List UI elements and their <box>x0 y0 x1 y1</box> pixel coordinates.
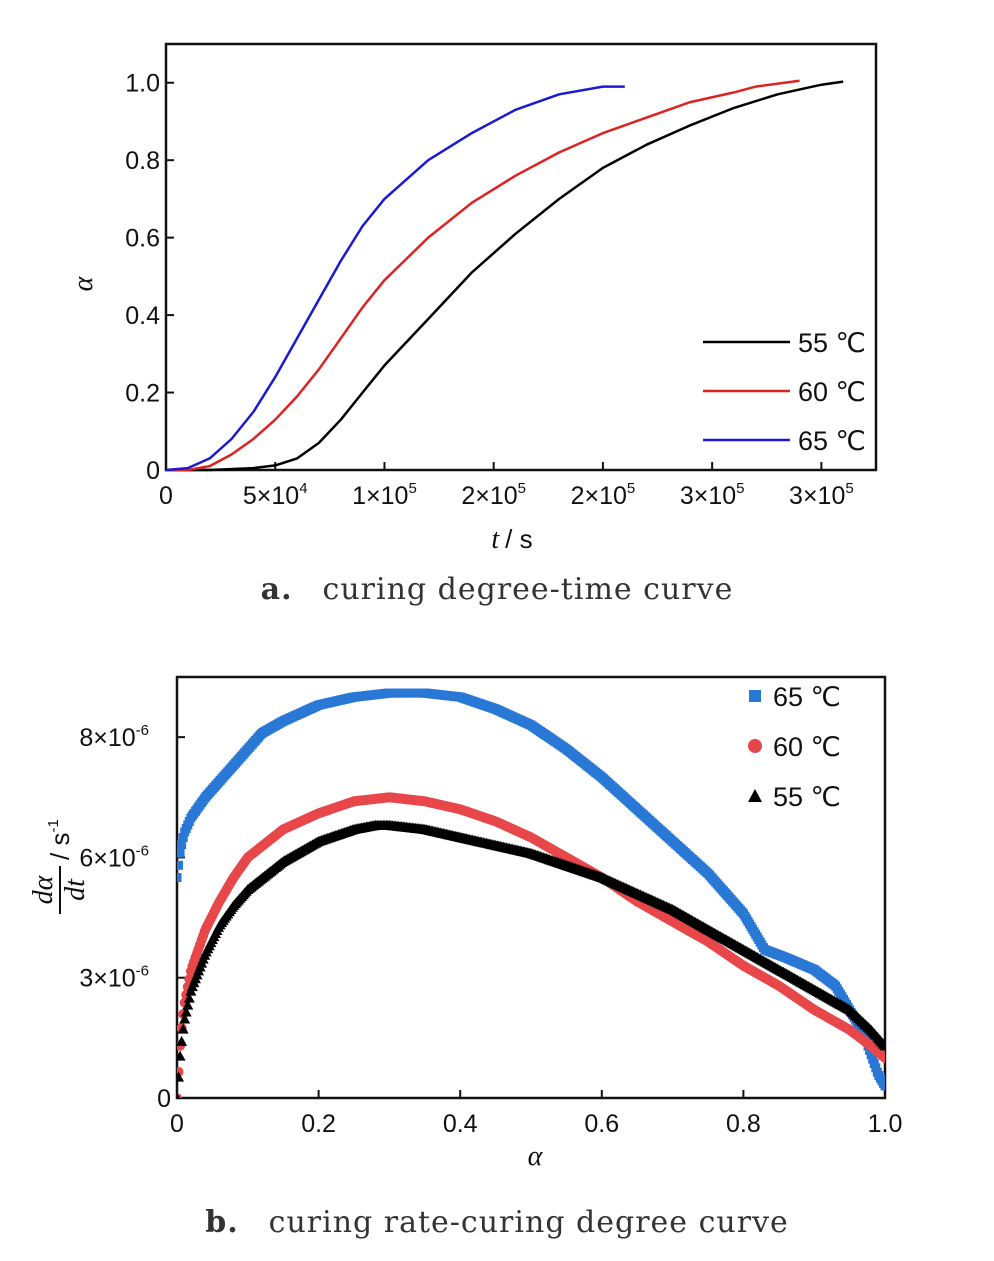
chart-b-legend-marker-2 <box>748 789 762 802</box>
chart-a-x-tick-label-0: 0 <box>159 482 173 510</box>
chart-a-y-tick-label-4: 0.8 <box>125 147 160 175</box>
chart-a: 0 5×104 1×105 2×105 2×105 3×105 3×105 0 0.2 0.4 0.… <box>0 0 994 560</box>
chart-a-series-line-0 <box>166 80 844 472</box>
chart-b-point-0-3 <box>177 840 187 850</box>
chart-a-svg: 0 5×104 1×105 2×105 2×105 3×105 3×105 0 0.2 0.4 0.… <box>68 42 878 555</box>
chart-b-point-2-460 <box>879 1040 885 1051</box>
chart-b-legend-label-2: 55 ℃ <box>773 782 841 812</box>
chart-b-point-2-2 <box>177 1050 186 1061</box>
chart-b-y-label-denominator: dt <box>60 878 91 901</box>
chart-b-x-tick-label-4: 0.8 <box>726 1110 761 1138</box>
chart-b-y-label-unit: / s-1 <box>45 819 75 860</box>
chart-b-y-tick-label-0: 0 <box>157 1085 171 1113</box>
chart-a-y-tick-label-3: 0.6 <box>125 225 160 253</box>
chart-a-y-tick-label-2: 0.4 <box>125 302 160 330</box>
chart-b-svg: 0 0.2 0.4 0.6 0.8 1.0 0 3×10-6 6×10-6 8×10-6 65 ℃ 6… <box>28 675 903 1172</box>
chart-b-series-2 <box>177 819 885 1098</box>
chart-b-point-1-460 <box>880 1052 885 1063</box>
chart-b-point-2-0 <box>177 1092 181 1098</box>
caption-b: b. curing rate-curing degree curve <box>0 1205 994 1240</box>
chart-b-y-tick-label-1: 3×10-6 <box>79 963 149 993</box>
chart-a-legend-label-0: 55 ℃ <box>798 328 866 358</box>
chart-a-x-tick-label-5: 3×105 <box>680 480 745 510</box>
chart-b-point-2-3 <box>177 1035 188 1046</box>
chart-b-y-label-numerator: dα <box>28 874 59 904</box>
caption-a-text: curing degree-time curve <box>322 572 734 607</box>
chart-b-legend-label-1: 60 ℃ <box>773 732 841 762</box>
chart-b-point-2-7 <box>182 999 194 1010</box>
chart-b-x-tick-label-3: 0.6 <box>584 1110 619 1138</box>
chart-b-point-2-8 <box>183 992 195 1003</box>
chart-b-point-0-460 <box>880 1081 885 1091</box>
chart-b-x-tick-label-1: 0.2 <box>301 1110 336 1138</box>
chart-a-plot-frame <box>164 42 878 472</box>
chart-b-y-tick-label-3: 8×10-6 <box>79 722 149 752</box>
caption-a-letter: a. <box>260 572 293 607</box>
caption-a: a. curing degree-time curve <box>0 572 994 607</box>
chart-a-y-axis-label: α <box>68 275 99 291</box>
chart-a-legend-label-1: 60 ℃ <box>798 377 866 407</box>
chart-b-legend-marker-0 <box>749 690 761 702</box>
chart-a-x-tick-label-3: 2×105 <box>461 480 526 510</box>
caption-b-letter: b. <box>205 1205 239 1240</box>
chart-b-legend-label-0: 65 ℃ <box>773 682 841 712</box>
chart-a-series-line-1 <box>166 79 800 472</box>
chart-a-y-tick-label-1: 0.2 <box>125 380 160 408</box>
chart-b-x-tick-label-5: 1.0 <box>868 1110 903 1138</box>
chart-b-point-2-1 <box>177 1071 185 1082</box>
chart-b-point-0-1 <box>177 860 184 870</box>
chart-b-x-tick-label-0: 0 <box>170 1110 184 1138</box>
chart-b-point-0-4 <box>178 833 188 843</box>
chart-b-point-2-4 <box>177 1023 189 1034</box>
chart-a-y-tick-label-0: 0 <box>146 457 160 485</box>
chart-a-series-line-2 <box>165 85 625 472</box>
chart-b-x-tick-label-2: 0.4 <box>443 1110 478 1138</box>
chart-b-legend-marker-1 <box>748 739 762 753</box>
chart-a-legend-label-2: 65 ℃ <box>798 426 866 456</box>
chart-a-x-tick-label-2: 1×105 <box>352 480 417 510</box>
chart-b-x-axis-label: α <box>528 1141 544 1172</box>
chart-a-x-tick-label-1: 5×104 <box>243 480 308 510</box>
chart-b-y-tick-label-2: 6×10-6 <box>79 842 149 872</box>
chart-a-y-tick-label-5: 1.0 <box>125 70 160 98</box>
caption-b-text: curing rate-curing degree curve <box>268 1205 789 1240</box>
chart-b-point-0-0 <box>177 872 182 882</box>
chart-b-plot-frame <box>175 675 887 1100</box>
chart-b-point-0-2 <box>177 848 185 858</box>
chart-b: 0 0.2 0.4 0.6 0.8 1.0 0 3×10-6 6×10-6 8×10-6 65 ℃ 6… <box>0 650 994 1190</box>
chart-b-point-2-5 <box>179 1013 191 1024</box>
chart-a-x-tick-label-4: 2×105 <box>571 480 636 510</box>
chart-a-x-tick-label-6: 3×105 <box>789 480 854 510</box>
chart-b-point-2-6 <box>180 1006 192 1017</box>
chart-b-series-1 <box>177 792 885 1098</box>
chart-a-x-axis-label: t / s <box>491 524 532 555</box>
chart-b-y-axis-label: dα dt / s-1 <box>28 819 91 914</box>
